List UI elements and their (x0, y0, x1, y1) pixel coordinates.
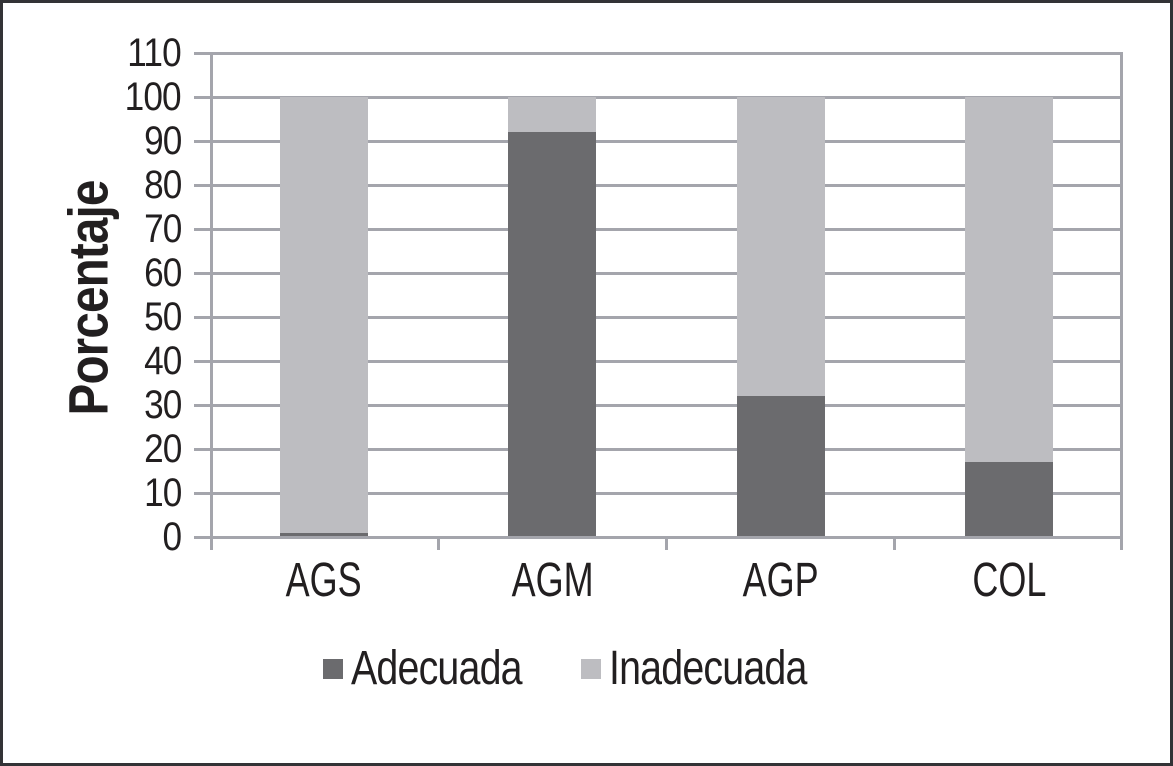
x-label-ags: AGS (210, 557, 438, 605)
gridline-0 (210, 535, 1123, 539)
y-tick-50 (194, 315, 210, 319)
y-tick-label-text: 40 (143, 339, 182, 383)
y-tick-label-text: 20 (143, 427, 182, 471)
y-tick-label-text: 50 (143, 295, 182, 339)
legend-item-adecuada: Adecuada (322, 641, 559, 697)
y-tick-label-100: 100 (3, 75, 182, 119)
y-tick-label-text: 60 (143, 251, 182, 295)
gridline-20 (210, 447, 1123, 451)
x-tick-2 (665, 537, 668, 550)
legend-item-inadecuada: Inadecuada (581, 641, 850, 697)
y-tick-label-30: 30 (3, 383, 182, 427)
y-tick-label-70: 70 (3, 207, 182, 251)
y-tick-0 (194, 535, 210, 539)
x-label-col: COL (895, 557, 1123, 605)
y-axis-line (210, 53, 213, 550)
bar-segment-AGM-inadecuada (508, 97, 597, 133)
y-tick-label-text: 0 (162, 515, 182, 559)
y-tick-label-text: 70 (143, 207, 182, 251)
y-tick-label-110: 110 (3, 31, 182, 75)
x-label-text: COL (971, 554, 1046, 607)
gridline-60 (210, 271, 1123, 275)
x-label-text: AGP (742, 554, 819, 607)
legend: Adecuada Inadecuada (3, 641, 1170, 697)
y-tick-10 (194, 491, 210, 495)
y-tick-label-text: 100 (124, 75, 182, 119)
y-tick-label-40: 40 (3, 339, 182, 383)
y-tick-40 (194, 359, 210, 363)
gridline-50 (210, 315, 1123, 319)
x-tick-1 (436, 537, 440, 550)
legend-swatch-inadecuada (581, 659, 602, 679)
gridline-40 (210, 359, 1123, 363)
bar-segment-AGS-inadecuada (280, 97, 369, 533)
bar-segment-AGP-adecuada (736, 396, 825, 537)
y-tick-label-text: 10 (143, 471, 182, 515)
y-tick-label-text: 110 (127, 31, 182, 75)
y-tick-30 (194, 403, 210, 407)
x-label-text: AGM (511, 554, 594, 607)
x-label-text: AGS (286, 554, 363, 607)
y-tick-label-text: 90 (143, 119, 182, 163)
y-tick-label-80: 80 (3, 163, 182, 207)
gridline-100 (210, 95, 1123, 99)
bar-segment-AGS-adecuada (280, 532, 369, 537)
legend-label: Inadecuada (609, 642, 807, 695)
gridline-30 (210, 403, 1123, 407)
bar-segment-COL-inadecuada (964, 97, 1053, 463)
gridline-10 (210, 491, 1123, 495)
y-tick-80 (194, 183, 210, 187)
y-tick-label-0: 0 (3, 515, 182, 559)
gridline-70 (210, 227, 1123, 231)
y-tick-90 (194, 139, 210, 143)
y-tick-label-text: 30 (143, 383, 182, 427)
y-tick-label-text: 80 (143, 163, 182, 207)
x-label-agp: AGP (667, 557, 895, 605)
gridline-80 (210, 183, 1123, 187)
y-tick-70 (194, 227, 210, 231)
y-tick-label-60: 60 (3, 251, 182, 295)
y-tick-label-20: 20 (3, 427, 182, 471)
bar-segment-COL-adecuada (964, 462, 1053, 537)
plot-right-border (1120, 53, 1123, 550)
bar-segment-AGM-adecuada (508, 132, 597, 537)
gridline-110 (210, 51, 1123, 55)
bar-segment-AGP-inadecuada (736, 97, 825, 397)
x-tick-3 (893, 537, 897, 550)
gridline-90 (210, 139, 1123, 143)
y-tick-110 (194, 51, 210, 55)
y-tick-label-10: 10 (3, 471, 182, 515)
legend-swatch-adecuada (322, 659, 343, 679)
y-tick-20 (194, 447, 210, 451)
legend-label: Adecuada (350, 642, 523, 695)
y-tick-60 (194, 271, 210, 275)
x-label-agm: AGM (438, 557, 666, 605)
y-tick-100 (194, 95, 210, 99)
y-tick-label-50: 50 (3, 295, 182, 339)
y-tick-label-90: 90 (3, 119, 182, 163)
